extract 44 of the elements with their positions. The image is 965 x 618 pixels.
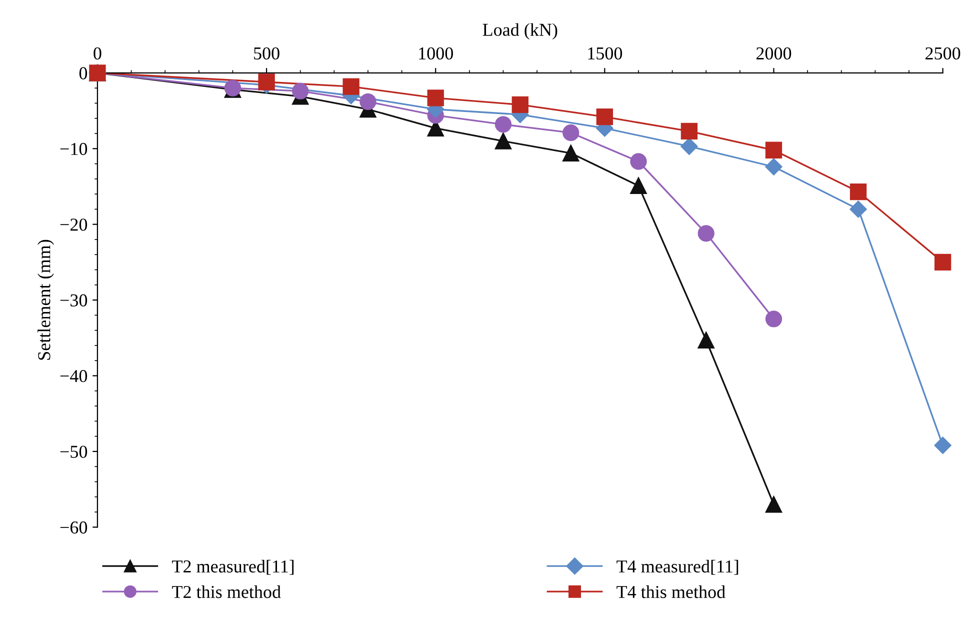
x-axis-title: Load (kN) [482,23,558,40]
point [630,177,647,194]
point [765,496,782,513]
y-axis-title: Settlement (mm) [38,240,54,360]
point [292,82,309,100]
y-tick-label: 0 [79,67,88,80]
point [258,74,275,90]
point [630,153,647,170]
y-tick-label: −40 [60,370,88,382]
point [494,132,512,150]
point [512,96,528,114]
x-tick-label: 2500 [926,47,960,60]
point [934,254,952,271]
point [934,436,952,454]
x-tick-label: 1000 [419,47,453,60]
legend-label: T4 this method [616,585,726,598]
point [562,124,580,142]
point [850,200,867,218]
x-tick-label: 500 [254,47,280,60]
legend-label: T4 measured[11] [616,560,738,575]
x-tick-label: 1500 [588,47,622,60]
point [596,108,614,126]
point [427,90,444,106]
y-tick-label: −50 [60,446,88,458]
point [360,93,376,110]
y-tick-label: −60 [60,521,88,534]
point [765,142,782,158]
point [850,183,867,200]
point [680,138,698,155]
point [698,225,714,242]
legend-label: T2 measured[11] [172,560,294,575]
point [698,332,714,348]
y-tick-label: −30 [60,294,88,306]
point [562,144,580,162]
x-tick-label: 2000 [756,47,792,60]
y-tick-label: −20 [60,218,88,231]
y-tick-label: −10 [60,142,88,156]
point [494,116,512,133]
x-tick-label: 0 [94,47,102,60]
point [765,158,782,176]
point [765,310,782,328]
legend-label: T2 this method [172,585,281,598]
point [680,122,698,140]
point [342,78,360,95]
